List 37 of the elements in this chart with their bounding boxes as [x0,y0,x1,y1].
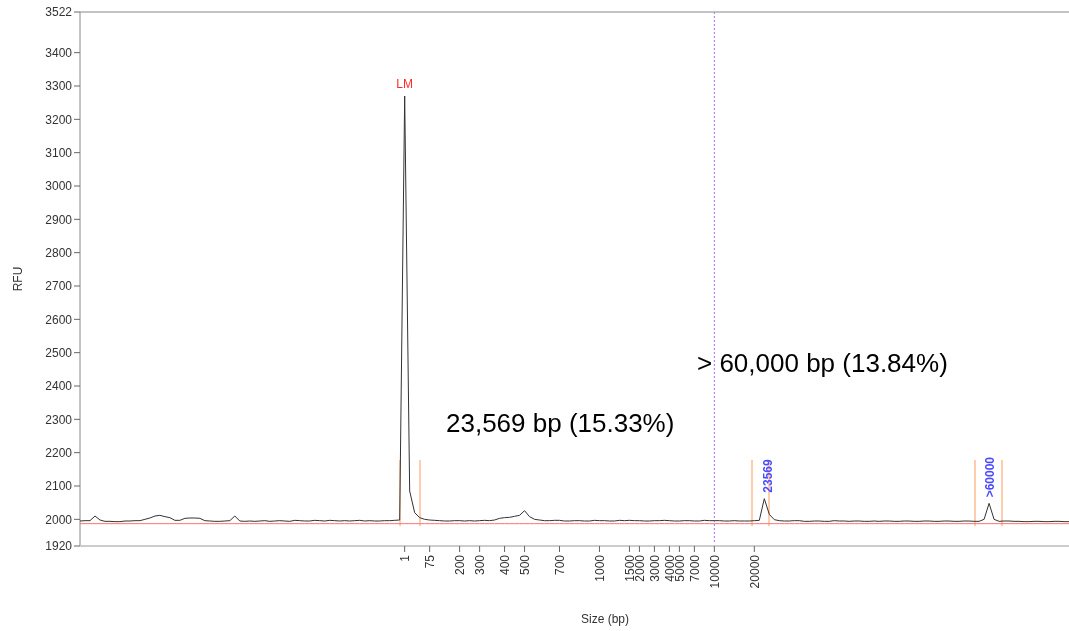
line-series [79,95,1069,523]
x-tick-label: 300 [472,554,487,576]
y-tick-label: 2600 [45,312,73,327]
x-tick-label: 7000 [687,554,702,582]
y-tick-label: 2300 [45,412,73,427]
x-tick-label: 1 [397,554,412,562]
y-tick-label: 3200 [45,112,73,127]
annotation: >60000 [983,456,997,498]
y-tick-label: 2100 [45,479,73,494]
annotation: LM [396,77,414,91]
y-tick-label: 2900 [45,212,73,227]
x-tick-label: 10000 [707,554,722,589]
y-tick-label: 2500 [45,345,73,360]
x-tick-label: 200 [452,554,467,576]
y-tick-label: 1920 [45,539,73,554]
y-tick-label: 3300 [45,79,73,94]
y-tick-label: 2000 [45,512,73,527]
y-tick-label: 3100 [45,145,73,160]
x-tick-label: 20000 [747,554,762,589]
y-axis-title: RFU [11,266,25,292]
y-tick-label: 2700 [45,279,73,294]
x-tick-label: 3000 [647,554,662,582]
y-tick-label: 3522 [45,5,73,20]
x-axis-title: Size (bp) [580,612,630,626]
y-tick-label: 3400 [45,45,73,60]
x-tick-label: 700 [552,554,567,576]
x-tick-label: 75 [422,554,437,569]
y-tick-label: 3000 [45,179,73,194]
annotation: 23569 [761,458,775,493]
annotation: > 60,000 bp (13.84%) [697,348,948,378]
x-tick-label: 1000 [592,554,607,582]
y-tick-label: 2800 [45,245,73,260]
y-tick-label: 2200 [45,445,73,460]
x-tick-label: 500 [517,554,532,576]
annotation: 23,569 bp (15.33%) [446,408,675,438]
y-tick-label: 2400 [45,379,73,394]
x-tick-label: 400 [497,554,512,576]
